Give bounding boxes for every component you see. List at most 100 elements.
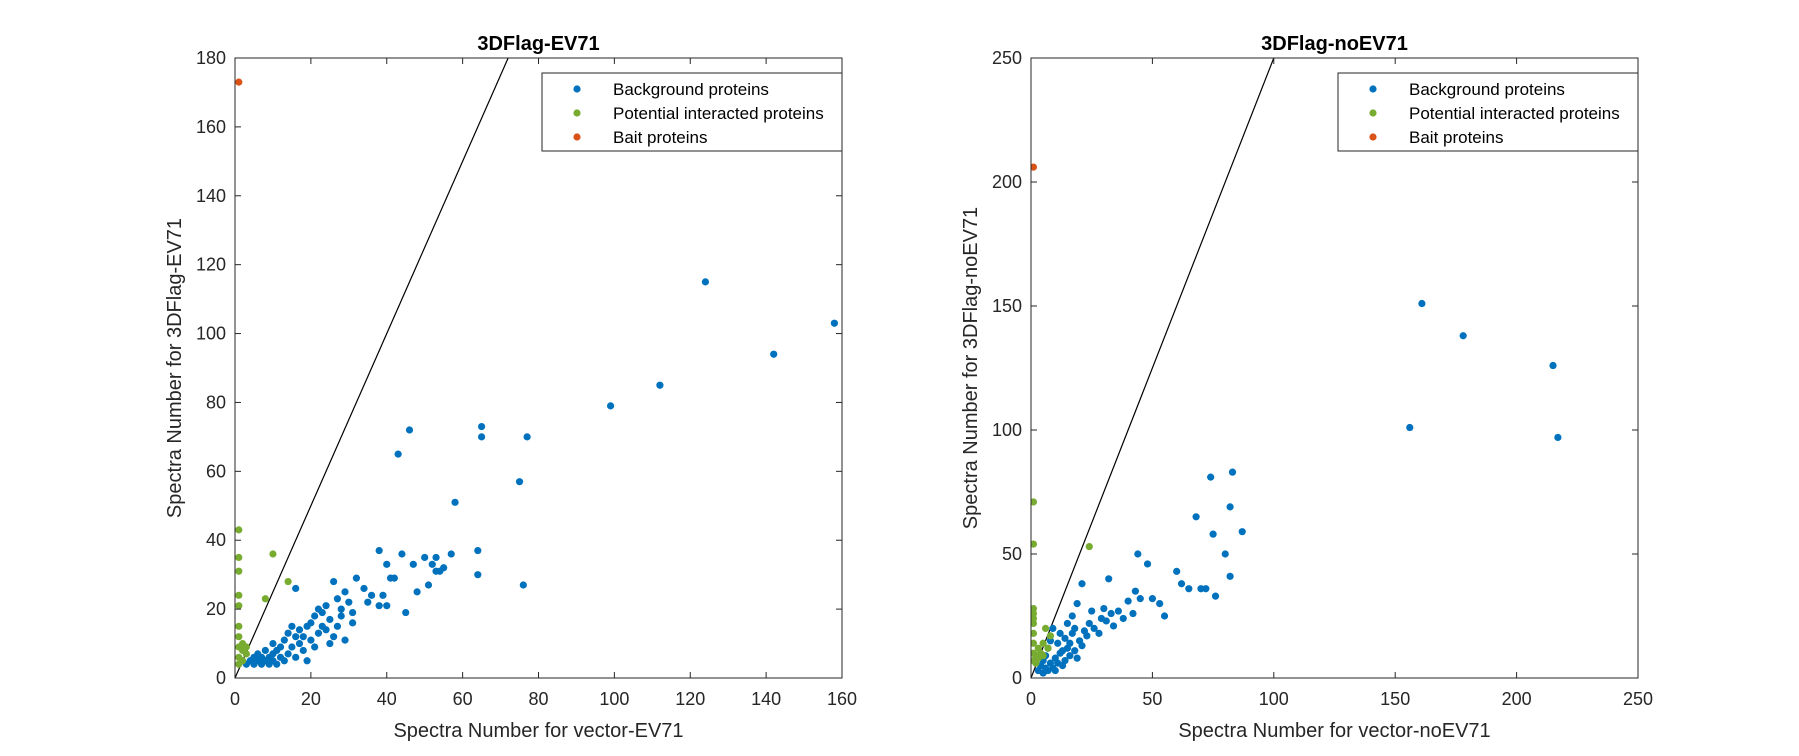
- data-point: [1102, 617, 1110, 625]
- data-point: [1554, 433, 1562, 442]
- data-point: [242, 643, 250, 651]
- legend-marker: [573, 85, 581, 93]
- y-tick-label: 0: [1012, 668, 1022, 688]
- x-axis-label: Spectra Number for vector-EV71: [393, 720, 683, 742]
- series-bait-proteins: [1031, 163, 1038, 171]
- legend-box: [541, 72, 843, 152]
- data-point: [1238, 528, 1246, 536]
- data-point: [447, 550, 455, 558]
- data-point: [1071, 624, 1079, 633]
- data-point: [519, 581, 527, 589]
- data-point: [284, 629, 292, 637]
- x-tick-label: 80: [528, 689, 548, 709]
- series-potential-interacted-proteins: [235, 526, 292, 668]
- data-point: [261, 646, 269, 655]
- data-point: [235, 633, 243, 641]
- x-tick-label: 100: [1259, 689, 1289, 709]
- data-point: [1136, 595, 1144, 603]
- y-tick-label: 50: [1002, 544, 1022, 564]
- data-point: [477, 433, 486, 441]
- data-point: [295, 639, 304, 648]
- data-point: [409, 560, 417, 568]
- data-point: [1085, 542, 1093, 551]
- data-point: [1073, 600, 1081, 608]
- data-point: [295, 626, 304, 634]
- points-group: [235, 78, 839, 668]
- data-point: [345, 598, 353, 606]
- axes-box: [1030, 57, 1639, 679]
- data-point: [1124, 597, 1132, 605]
- data-point: [383, 560, 391, 568]
- data-point: [269, 550, 277, 558]
- data-point: [311, 643, 319, 651]
- series-background-proteins: [1034, 299, 1562, 677]
- data-point: [337, 605, 345, 613]
- x-tick-label: 150: [1380, 689, 1410, 709]
- data-point: [1131, 587, 1139, 595]
- y-tick-label: 200: [992, 172, 1022, 192]
- data-point: [1209, 530, 1217, 538]
- data-point: [1068, 612, 1076, 620]
- data-point: [333, 595, 342, 603]
- data-point: [1549, 361, 1557, 370]
- y-tick-label: 60: [206, 461, 226, 481]
- data-point: [1073, 654, 1081, 662]
- x-tick-label: 0: [1026, 689, 1036, 709]
- chart-3dflag-ev71: 3DFlag-EV71 Spectra Number for vector-EV…: [164, 33, 857, 742]
- data-point: [656, 381, 664, 389]
- data-point: [1046, 632, 1055, 640]
- data-point: [830, 319, 839, 327]
- data-point: [330, 633, 338, 641]
- data-point: [1173, 567, 1181, 575]
- data-point: [421, 553, 429, 562]
- data-point: [1177, 580, 1186, 588]
- legend-label: Bait proteins: [1409, 128, 1504, 147]
- data-point: [360, 584, 368, 593]
- x-tick-label: 160: [827, 689, 857, 709]
- data-point: [341, 636, 349, 644]
- series-background-proteins: [242, 278, 839, 668]
- data-point: [379, 591, 387, 599]
- data-point: [477, 422, 486, 431]
- data-point: [1143, 560, 1152, 568]
- data-point: [1056, 629, 1064, 637]
- data-point: [322, 626, 330, 634]
- data-point: [235, 526, 243, 534]
- data-point: [1119, 614, 1127, 623]
- data-point: [1078, 642, 1086, 650]
- data-point: [1148, 595, 1156, 603]
- legend-label: Potential interacted proteins: [613, 104, 824, 123]
- data-point: [1129, 609, 1137, 618]
- data-point: [398, 550, 406, 558]
- x-tick-label: 60: [453, 689, 473, 709]
- data-point: [280, 657, 288, 665]
- data-point: [1044, 644, 1052, 652]
- x-tick-label: 100: [599, 689, 629, 709]
- data-point: [394, 450, 402, 458]
- data-point: [1041, 624, 1050, 633]
- data-point: [1226, 572, 1234, 580]
- data-point: [311, 612, 319, 620]
- legend-label: Background proteins: [1409, 80, 1565, 99]
- data-point: [235, 622, 243, 630]
- data-point: [1054, 639, 1062, 647]
- data-point: [261, 595, 269, 603]
- data-point: [341, 588, 349, 596]
- data-point: [1063, 619, 1072, 628]
- data-point: [299, 646, 307, 655]
- data-point: [432, 553, 440, 562]
- data-point: [330, 577, 338, 586]
- data-point: [770, 350, 778, 358]
- x-tick-label: 0: [230, 689, 240, 709]
- data-point: [352, 574, 360, 582]
- data-point: [402, 608, 410, 617]
- y-tick-label: 40: [206, 530, 226, 550]
- y-tick-label: 80: [206, 392, 226, 412]
- data-point: [235, 78, 243, 86]
- data-point: [235, 553, 243, 562]
- data-point: [375, 546, 383, 555]
- legend-label: Potential interacted proteins: [1409, 104, 1620, 123]
- legend: Background proteins Potential interacted …: [541, 72, 843, 152]
- chart-title: 3DFlag-EV71: [477, 33, 599, 55]
